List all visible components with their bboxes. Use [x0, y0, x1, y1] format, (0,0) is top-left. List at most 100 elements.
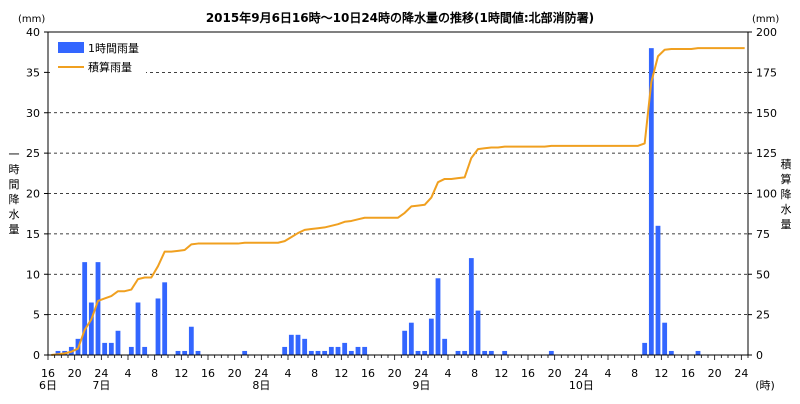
chart-title: 2015年9月6日16時～10日24時の降水量の推移(1時間値:北部消防署) — [206, 10, 594, 25]
left-y-tick-label: 40 — [26, 26, 40, 39]
x-axis-unit: (時) — [755, 379, 775, 392]
hourly-rain-bar — [308, 350, 314, 355]
hourly-rain-bar — [435, 278, 441, 355]
x-tick-label: 16 — [201, 367, 215, 380]
hourly-rain-bar — [175, 350, 181, 355]
hourly-rain-bar — [115, 330, 121, 355]
left-axis-title-char: 量 — [9, 223, 20, 236]
hourly-rain-bar — [315, 350, 321, 355]
x-tick-label: 24 — [734, 367, 748, 380]
x-tick-label: 8 — [631, 367, 638, 380]
hourly-rain-bar — [348, 350, 354, 355]
left-axis-title-char: 時 — [9, 163, 20, 176]
hourly-rain-bar — [415, 350, 421, 355]
hourly-rain-bar — [128, 346, 134, 355]
hourly-rain-bar — [548, 350, 554, 355]
hourly-rain-bar — [102, 342, 108, 355]
right-axis-title-char: 降 — [781, 187, 792, 201]
hourly-rain-bar — [295, 334, 301, 355]
x-day-label: 6日 — [39, 379, 57, 392]
x-tick-label: 24 — [414, 367, 428, 380]
hourly-rain-bar — [482, 350, 488, 355]
hourly-rain-bar — [182, 350, 188, 355]
hourly-rain-bar — [302, 338, 308, 355]
hourly-rain-bar — [195, 350, 201, 355]
hourly-rain-bar — [55, 350, 61, 355]
x-day-label: 7日 — [92, 379, 110, 392]
x-tick-label: 20 — [708, 367, 722, 380]
x-tick-label: 24 — [254, 367, 268, 380]
hourly-rain-bar — [422, 350, 428, 355]
x-tick-label: 16 — [521, 367, 535, 380]
hourly-rain-bar — [322, 350, 328, 355]
x-tick-label: 4 — [445, 367, 452, 380]
x-tick-label: 4 — [125, 367, 132, 380]
legend-bar-swatch — [58, 42, 84, 53]
left-y-tick-label: 35 — [26, 66, 40, 79]
hourly-rain-bar — [642, 342, 648, 355]
hourly-rain-bar — [695, 350, 701, 355]
hourly-rain-bars — [55, 48, 701, 356]
right-y-tick-label: 125 — [756, 147, 777, 160]
left-axis-unit: (mm) — [18, 14, 45, 25]
x-tick-label: 8 — [311, 367, 318, 380]
hourly-rain-bar — [288, 334, 294, 355]
left-axis-title-char: 一 — [9, 148, 20, 161]
right-y-tick-label: 25 — [756, 309, 770, 322]
right-axis-unit: (mm) — [752, 14, 779, 25]
hourly-rain-bar — [662, 322, 668, 355]
x-tick-label: 8 — [471, 367, 478, 380]
right-y-tick-label: 175 — [756, 66, 777, 79]
left-axis-title-char: 間 — [9, 178, 20, 191]
x-tick-label: 4 — [605, 367, 612, 380]
x-tick-label: 24 — [94, 367, 108, 380]
cumulative-rain-line — [51, 47, 745, 356]
x-day-label: 10日 — [569, 379, 594, 392]
right-y-tick-label: 200 — [756, 26, 777, 39]
legend-hourly-label: 1時間雨量 — [88, 42, 139, 55]
x-tick-label: 12 — [334, 367, 348, 380]
left-y-tick-label: 30 — [26, 107, 40, 120]
hourly-rain-bar — [82, 262, 88, 355]
hourly-rain-bar — [655, 225, 661, 355]
x-tick-label: 8 — [151, 367, 158, 380]
hourly-rain-bar — [428, 318, 434, 355]
x-tick-label: 16 — [41, 367, 55, 380]
right-y-tick-label: 0 — [756, 349, 763, 362]
hourly-rain-bar — [88, 302, 94, 355]
hourly-rain-bar — [135, 302, 141, 355]
left-y-tick-label: 25 — [26, 147, 40, 160]
hourly-rain-bar — [355, 346, 361, 355]
cumulative-rain-line-layer — [51, 47, 745, 356]
x-tick-label: 12 — [494, 367, 508, 380]
right-axis-title-char: 水 — [781, 203, 792, 216]
axes: 0 5 10 15 20 25 30 35 40 0 25 50 75 100 125 150 175 200 16… — [26, 26, 777, 392]
right-y-tick-label: 75 — [756, 228, 770, 241]
x-tick-label: 16 — [681, 367, 695, 380]
hourly-rain-bar — [142, 346, 148, 355]
hourly-rain-bar — [475, 310, 481, 355]
left-axis-title-char: 降 — [9, 192, 20, 206]
left-y-tick-label: 10 — [26, 268, 40, 281]
hourly-rain-bar — [242, 350, 248, 355]
hourly-rain-bar — [455, 350, 461, 355]
hourly-rain-bar — [362, 346, 368, 355]
hourly-rain-bar — [668, 350, 674, 355]
right-axis-title-char: 積 — [781, 157, 792, 171]
x-tick-label: 20 — [68, 367, 82, 380]
left-y-tick-label: 20 — [26, 188, 40, 201]
legend-cumulative-label: 積算雨量 — [88, 60, 132, 74]
x-tick-label: 12 — [654, 367, 668, 380]
x-day-label: 8日 — [252, 379, 270, 392]
hourly-rain-bar — [108, 342, 114, 355]
hourly-rain-bar — [488, 350, 494, 355]
hourly-rain-bar — [442, 338, 448, 355]
hourly-rain-bar — [328, 346, 334, 355]
hourly-rain-bar — [155, 298, 161, 355]
right-y-tick-label: 50 — [756, 268, 770, 281]
right-axis-title-char: 量 — [781, 218, 792, 231]
